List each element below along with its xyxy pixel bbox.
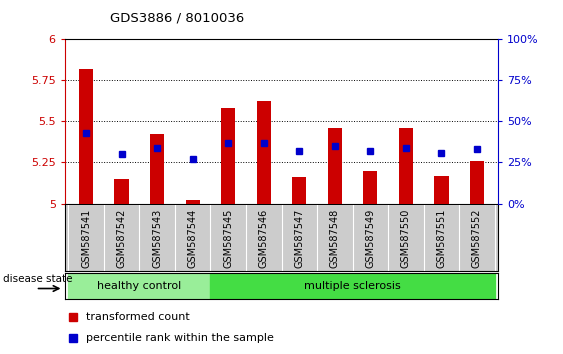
Bar	[79, 69, 93, 204]
Bar	[257, 102, 271, 204]
Text: GSM587549: GSM587549	[365, 209, 376, 268]
Bar	[292, 177, 306, 204]
Text: disease state: disease state	[3, 274, 72, 284]
Bar	[221, 108, 235, 204]
Text: GSM587545: GSM587545	[223, 209, 233, 268]
Bar	[470, 161, 484, 204]
Bar	[114, 179, 129, 204]
Text: healthy control: healthy control	[97, 281, 181, 291]
Text: GSM587542: GSM587542	[117, 209, 127, 268]
Bar	[150, 135, 164, 204]
Text: transformed count: transformed count	[87, 312, 190, 322]
Text: GSM587552: GSM587552	[472, 209, 482, 268]
Text: percentile rank within the sample: percentile rank within the sample	[87, 332, 274, 343]
Bar	[434, 176, 449, 204]
Bar	[186, 200, 200, 204]
Bar	[399, 128, 413, 204]
Text: GDS3886 / 8010036: GDS3886 / 8010036	[110, 12, 244, 25]
Text: GSM587541: GSM587541	[81, 209, 91, 268]
Text: GSM587548: GSM587548	[330, 209, 340, 268]
Text: multiple sclerosis: multiple sclerosis	[304, 281, 401, 291]
Text: GSM587543: GSM587543	[152, 209, 162, 268]
Bar	[363, 171, 377, 204]
Bar	[328, 128, 342, 204]
Text: GSM587551: GSM587551	[436, 209, 446, 268]
Text: GSM587550: GSM587550	[401, 209, 411, 268]
Text: GSM587546: GSM587546	[259, 209, 269, 268]
Text: GSM587544: GSM587544	[187, 209, 198, 268]
Text: GSM587547: GSM587547	[294, 209, 304, 268]
